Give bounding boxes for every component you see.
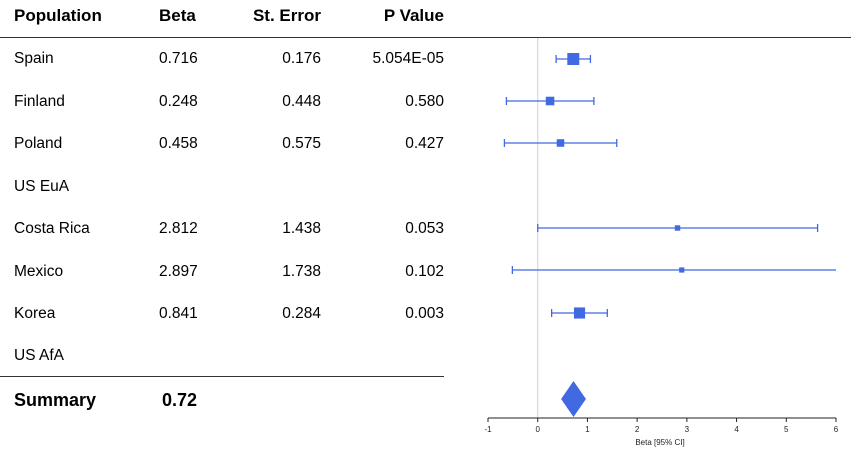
beta-value: 0.841 <box>159 305 198 322</box>
se-value: 0.575 <box>282 135 321 152</box>
header-rule <box>0 37 851 38</box>
effect-marker <box>545 96 555 106</box>
header-p-value: P Value <box>383 6 444 25</box>
se-value: 0.284 <box>282 305 321 322</box>
x-tick-label: 5 <box>784 425 789 434</box>
beta-value: 2.812 <box>159 220 198 237</box>
population-label: US EuA <box>14 178 70 195</box>
se-value: 0.448 <box>282 93 321 110</box>
effect-marker <box>567 53 580 65</box>
summary-beta: 0.72 <box>162 390 198 410</box>
population-label: Korea <box>14 305 56 322</box>
population-label: Mexico <box>14 263 64 280</box>
beta-value: 0.716 <box>159 50 198 67</box>
effect-marker <box>679 267 685 273</box>
p-value: 0.053 <box>405 220 444 237</box>
effect-marker <box>573 307 586 319</box>
beta-value: 0.248 <box>159 93 198 110</box>
effect-marker <box>674 225 681 231</box>
se-value: 1.738 <box>282 263 321 280</box>
summary-label: Summary <box>14 390 97 410</box>
p-value: 0.580 <box>405 93 444 110</box>
x-tick-label: 2 <box>635 425 640 434</box>
population-label: US AfA <box>14 347 64 364</box>
beta-value: 0.458 <box>159 135 198 152</box>
se-value: 1.438 <box>282 220 321 237</box>
x-tick-label: 0 <box>535 425 540 434</box>
population-label: Finland <box>14 93 65 110</box>
header-st-error: St. Error <box>252 6 321 25</box>
p-value: 5.054E-05 <box>372 50 444 67</box>
x-tick-label: 6 <box>834 425 839 434</box>
beta-value: 2.897 <box>159 263 198 280</box>
population-label: Poland <box>14 135 63 152</box>
summary-rule <box>0 376 444 377</box>
x-tick-label: 1 <box>585 425 590 434</box>
population-label: Costa Rica <box>14 220 90 237</box>
se-value: 0.176 <box>282 50 321 67</box>
x-tick-label: 4 <box>734 425 739 434</box>
x-axis-label: Beta [95% CI] <box>635 438 684 447</box>
header-population: Population <box>14 6 102 25</box>
p-value: 0.427 <box>405 135 444 152</box>
effect-marker <box>556 139 565 147</box>
population-label: Spain <box>14 50 54 67</box>
p-value: 0.102 <box>405 263 444 280</box>
p-value: 0.003 <box>405 305 444 322</box>
x-tick-label: -1 <box>484 425 492 434</box>
x-tick-label: 3 <box>685 425 690 434</box>
summary-diamond <box>561 381 586 417</box>
header-beta: Beta <box>159 6 196 25</box>
